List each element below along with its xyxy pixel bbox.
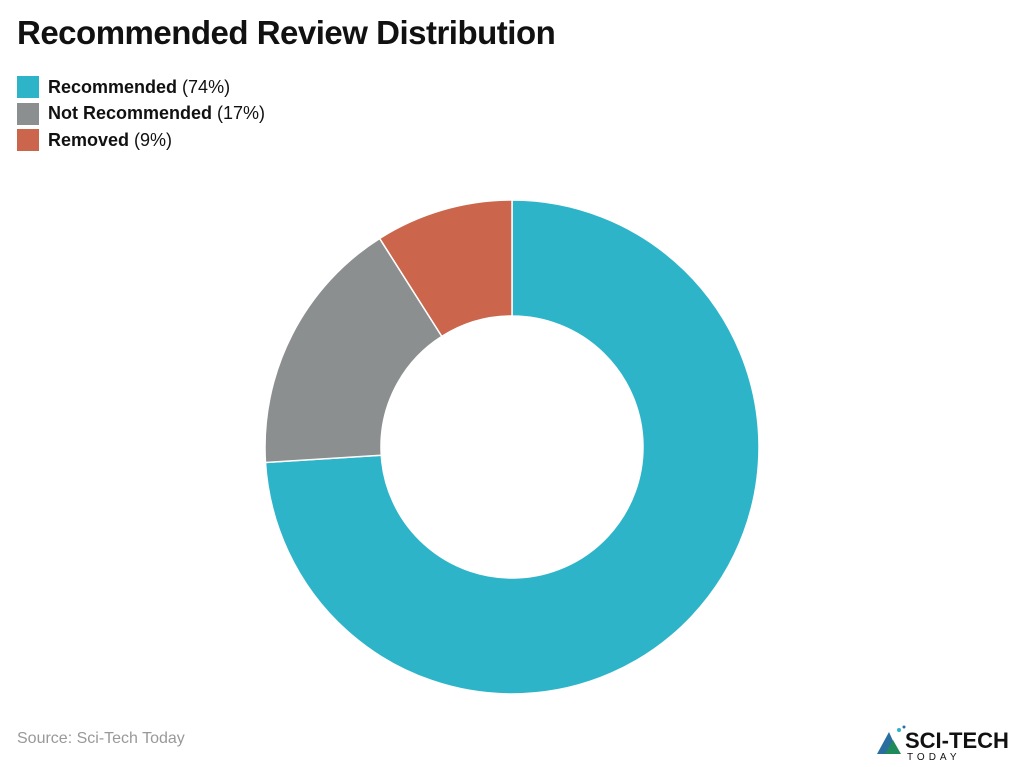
legend-percent: (74%) — [182, 76, 231, 97]
slice-not-recommended — [264, 237, 443, 464]
legend-item-recommended: Recommended (74%) — [17, 74, 265, 101]
legend-swatch — [17, 102, 39, 125]
legend-item-removed: Removed (9%) — [17, 127, 265, 154]
legend-percent: (17%) — [217, 103, 266, 124]
legend: Recommended (74%) Not Recommended (17%) … — [17, 74, 265, 154]
legend-swatch — [17, 76, 39, 99]
svg-text:TODAY: TODAY — [907, 752, 961, 762]
sci-tech-today-logo: SCI-TECH TODAY — [875, 722, 1020, 763]
source-note: Source: Sci-Tech Today — [17, 730, 185, 747]
svg-text:SCI-TECH: SCI-TECH — [905, 728, 1009, 753]
legend-swatch — [17, 129, 39, 152]
slice-recommended — [264, 199, 760, 695]
legend-item-not-recommended: Not Recommended (17%) — [17, 101, 265, 128]
slice-removed — [378, 199, 513, 338]
legend-label: Removed — [48, 129, 130, 150]
legend-label: Not Recommended — [48, 103, 213, 124]
legend-label: Recommended — [48, 76, 178, 97]
chart-title: Recommended Review Distribution — [17, 14, 556, 51]
legend-percent: (9%) — [134, 129, 173, 150]
